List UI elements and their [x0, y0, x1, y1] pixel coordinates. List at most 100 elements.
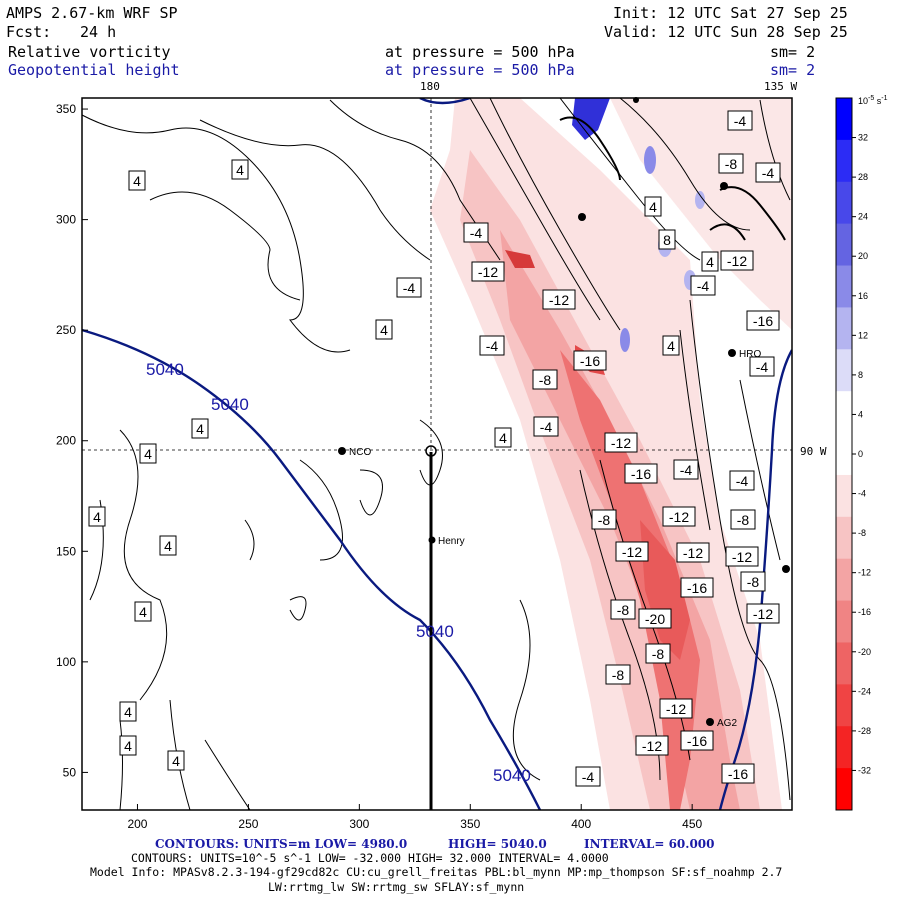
vorticity-label: 4 [375, 319, 393, 340]
vorticity-label: -4 [533, 416, 559, 437]
y-tick-label: 100 [56, 655, 76, 669]
vorticity-label: -4 [575, 766, 601, 787]
station-label: AG2 [717, 718, 737, 729]
colorbar-cell [836, 349, 852, 392]
height-contour-interval: INTERVAL= 60.000 [584, 837, 715, 851]
vorticity-label: -12 [676, 542, 710, 563]
field1-level: at pressure = 500 hPa [385, 43, 575, 61]
svg-text:-4: -4 [680, 462, 693, 478]
field2-name: Geopotential height [8, 61, 180, 79]
svg-text:-4: -4 [697, 278, 710, 294]
y-axis: 50 100 150 200 250 300 350 [56, 102, 88, 779]
svg-text:4: 4 [164, 538, 172, 554]
colorbar-cell [836, 726, 852, 769]
colorbar-tick-label: -16 [858, 607, 871, 617]
vorticity-label: 4 [494, 427, 512, 448]
map-panel: 5040 5040 5040 5040 NCO Henry HRO AG2 4 4… [56, 80, 827, 831]
svg-text:-4: -4 [762, 165, 775, 181]
vorticity-label: 8 [658, 229, 676, 250]
svg-text:-12: -12 [753, 606, 773, 622]
svg-text:-16: -16 [728, 766, 748, 782]
svg-text:-8: -8 [539, 372, 552, 388]
colorbar-tick-label: 12 [858, 330, 868, 340]
height-contour-5040-east [718, 349, 792, 810]
lon-label-90w: 90 W [800, 445, 827, 458]
vorticity-label: 4 [191, 418, 209, 439]
vorticity-label: 4 [119, 735, 137, 756]
header: AMPS 2.67-km WRF SP Init: 12 UTC Sat 27 … [6, 4, 848, 79]
svg-text:-12: -12 [669, 509, 689, 525]
svg-text:-16: -16 [580, 353, 600, 369]
x-tick-label: 250 [238, 817, 258, 831]
vorticity-label: -12 [720, 250, 754, 271]
svg-text:-12: -12 [732, 549, 752, 565]
svg-text:4: 4 [144, 446, 152, 462]
svg-text:-12: -12 [727, 253, 747, 269]
colorbar-tick-label: 20 [858, 251, 868, 261]
vorticity-label: -16 [746, 310, 780, 331]
station-marker [338, 447, 346, 455]
init-time: Init: 12 UTC Sat 27 Sep 25 [613, 4, 848, 22]
geopotential-contours [82, 98, 792, 810]
vorticity-label: -4 [749, 356, 775, 377]
vorticity-label: -12 [542, 289, 576, 310]
vorticity-label: -12 [604, 432, 638, 453]
svg-text:4: 4 [706, 254, 714, 270]
vorticity-label: -8 [610, 599, 636, 620]
height-contour-5040-north [419, 98, 471, 105]
svg-text:-8: -8 [737, 512, 750, 528]
colorbar-cell [836, 223, 852, 267]
vorticity-label: -16 [680, 577, 714, 598]
svg-text:-4: -4 [470, 225, 483, 241]
colorbar-cell [836, 98, 852, 141]
svg-text:-4: -4 [756, 359, 769, 375]
station-label: NCO [349, 447, 371, 458]
colorbar-cell [836, 181, 852, 225]
forecast-label: Fcst: [6, 23, 51, 41]
colorbar-cell [836, 642, 852, 685]
vorticity-label: 4 [139, 443, 157, 464]
colorbar-tick-label: 8 [858, 370, 863, 380]
vorticity-label: -8 [718, 153, 744, 174]
svg-text:4: 4 [196, 421, 204, 437]
svg-text:4: 4 [93, 509, 101, 525]
y-tick-label: 200 [56, 434, 76, 448]
station-marker [728, 349, 736, 357]
svg-text:4: 4 [124, 738, 132, 754]
height-label: 5040 [211, 395, 249, 414]
field2-smoothing: sm= 2 [770, 61, 815, 79]
vorticity-label: -12 [662, 506, 696, 527]
station-label: Henry [438, 536, 465, 547]
svg-text:-12: -12 [478, 264, 498, 280]
height-contour-high: HIGH= 5040.0 [448, 837, 547, 851]
height-label: 5040 [146, 360, 184, 379]
svg-text:4: 4 [139, 604, 147, 620]
svg-text:-4: -4 [582, 769, 595, 785]
colorbar-ticks: 32 28 24 20 16 12 8 4 0 -4 -8 -12 -16 -20 -24 -28 -32 [852, 133, 871, 775]
vorticity-label: -4 [690, 275, 716, 296]
svg-text:-16: -16 [687, 580, 707, 596]
svg-text:-12: -12 [642, 738, 662, 754]
station-marker [720, 182, 728, 190]
colorbar-tick-label: -32 [858, 765, 871, 775]
vorticity-label: -12 [659, 698, 693, 719]
svg-text:-8: -8 [747, 574, 760, 590]
svg-text:4: 4 [649, 199, 657, 215]
model-info-radiation: LW:rrtmg_lw SW:rrtmg_sw SFLAY:sf_mynn [268, 880, 524, 894]
colorbar-tick-label: 32 [858, 133, 868, 143]
vorticity-label: 4 [701, 251, 719, 272]
vorticity-label: 4 [231, 159, 249, 180]
svg-text:-8: -8 [598, 512, 611, 528]
colorbar-cell [836, 139, 852, 183]
svg-text:-4: -4 [734, 113, 747, 129]
x-tick-label: 350 [460, 817, 480, 831]
svg-text:4: 4 [380, 322, 388, 338]
vorticity-label: 4 [128, 170, 146, 191]
vorticity-label: -16 [680, 730, 714, 751]
svg-text:4: 4 [499, 430, 507, 446]
vorticity-label: -4 [729, 470, 755, 491]
svg-text:4: 4 [133, 173, 141, 189]
colorbar-tick-label: 4 [858, 409, 863, 419]
track-origin-marker [425, 445, 437, 457]
station-marker [578, 213, 586, 221]
